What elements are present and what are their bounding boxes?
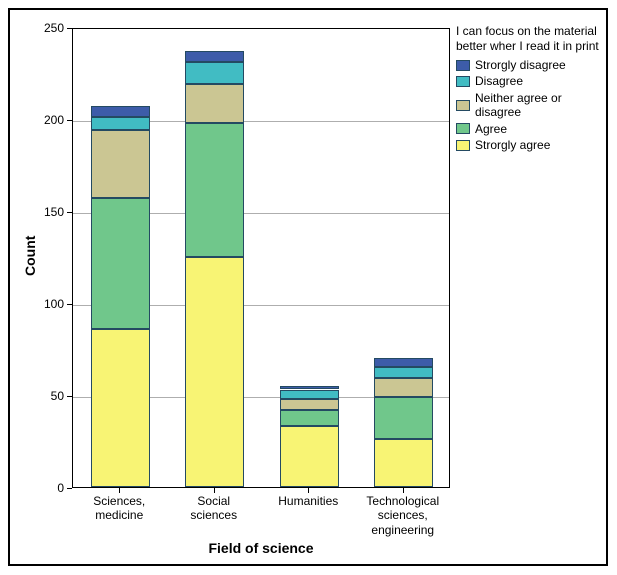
y-tick-label: 50 [24,389,64,403]
bar-segment-strongly_agree [185,257,244,487]
x-tick-mark [214,488,215,493]
x-tick-label: Socialsciences [169,494,260,523]
legend-swatch [456,100,470,111]
x-tick-mark [308,488,309,493]
legend-item-disagree: Disagree [456,74,606,88]
bar-segment-neither [374,378,433,396]
bar-segment-strongly_agree [374,439,433,487]
legend-label: Neither agree or disagree [475,91,606,120]
bar-segment-neither [185,84,244,123]
bar-segment-strongly_disagree [374,358,433,367]
bar-segment-agree [280,410,339,427]
bar-segment-neither [91,130,150,198]
bar-segment-agree [185,123,244,257]
bar-stack [280,28,339,487]
bar-segment-strongly_agree [280,426,339,487]
y-tick-label: 200 [24,113,64,127]
bar-segment-strongly_disagree [280,386,339,390]
legend-item-strongly_agree: Strorgly agree [456,138,606,152]
bar-segment-disagree [185,62,244,84]
x-axis-title: Field of science [72,540,450,556]
legend-label: Strorgly agree [475,138,550,152]
legend-item-agree: Agree [456,122,606,136]
y-tick-mark [67,304,72,305]
bar-segment-disagree [91,117,150,130]
plot-area [72,28,450,488]
legend-swatch [456,140,470,151]
legend-label: Agree [475,122,507,136]
y-axis-title: Count [22,236,38,276]
bar-segment-strongly_disagree [185,51,244,62]
y-tick-mark [67,396,72,397]
y-tick-label: 0 [24,481,64,495]
legend-swatch [456,123,470,134]
y-tick-label: 100 [24,297,64,311]
x-tick-label: Sciences,medicine [74,494,165,523]
y-tick-label: 150 [24,205,64,219]
x-tick-label: Humanities [263,494,354,508]
bar-segment-strongly_agree [91,329,150,487]
bar-stack [91,28,150,487]
y-tick-mark [67,212,72,213]
legend: I can focus on the material better wher … [456,24,606,154]
legend-swatch [456,60,470,71]
legend-label: Disagree [475,74,523,88]
bar-segment-neither [280,399,339,410]
bar-segment-disagree [374,367,433,378]
legend-item-neither: Neither agree or disagree [456,91,606,120]
x-tick-mark [403,488,404,493]
chart-frame: 0 50 100 150 200 250 Sciences,medicineSocials… [8,8,608,566]
x-tick-label: Technologicalsciences,engineering [358,494,449,537]
legend-swatch [456,76,470,87]
legend-items: Strorgly disagree Disagree Neither agree o… [456,58,606,152]
y-tick-mark [67,120,72,121]
bar-segment-strongly_disagree [91,106,150,117]
bar-segment-agree [374,397,433,439]
y-tick-mark [67,488,72,489]
legend-label: Strorgly disagree [475,58,566,72]
x-tick-mark [119,488,120,493]
legend-title: I can focus on the material better wher … [456,24,606,54]
bar-segment-disagree [280,390,339,399]
bar-segment-agree [91,198,150,329]
bar-stack [185,28,244,487]
legend-item-strongly_disagree: Strorgly disagree [456,58,606,72]
y-tick-label: 250 [24,21,64,35]
y-tick-mark [67,28,72,29]
bar-stack [374,28,433,487]
